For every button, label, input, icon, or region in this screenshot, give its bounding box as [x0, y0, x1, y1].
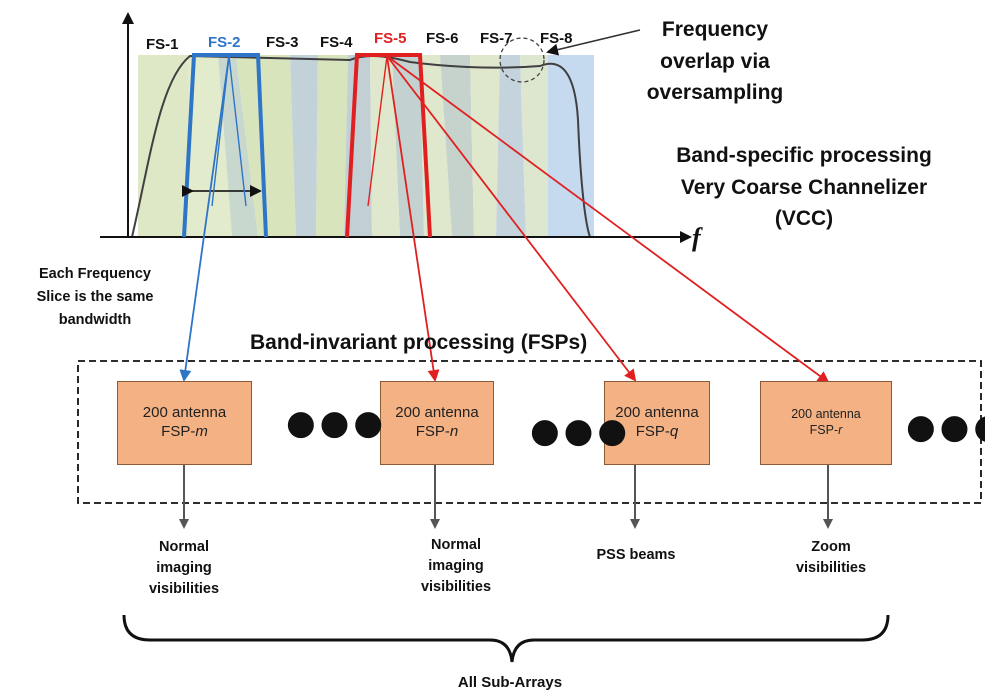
fsp-box-r-prefix: FSP- [809, 423, 839, 437]
band-specific-title: Band-specific processing Very Coarse Cha… [636, 140, 972, 235]
slice-label-fs3: FS-3 [266, 34, 299, 51]
fsp-group-boundary [77, 360, 982, 504]
slice-label-fs4: FS-4 [320, 34, 353, 51]
fs2-inner-line [211, 55, 230, 207]
fsp-box-r-id: r [838, 423, 843, 437]
fsp-box-m[interactable]: 200 antenna FSP-m [117, 381, 252, 465]
fsp-m-output: Normal imaging visibilities [124, 537, 244, 600]
all-subarrays-label: All Sub-Arrays [457, 674, 563, 691]
fsp-r-output: Zoom visibilities [776, 537, 886, 579]
fsp-q-output: PSS beams [586, 545, 686, 566]
fsp-box-r-line1: 200 antenna [791, 407, 861, 422]
fsp-m-output-line2: imaging [156, 560, 212, 577]
same-bandwidth-note: Each Frequency Slice is the same bandwid… [4, 263, 186, 333]
frequency-axis-label: f [692, 223, 703, 252]
slice-label-fs5: FS-5 [374, 30, 407, 47]
fsp-box-r-line2: FSP-r [810, 423, 843, 439]
band-specific-line1: Band-specific processing [676, 144, 932, 167]
overlap-note: Frequency overlap via oversampling [640, 14, 790, 109]
overlap-note-line3: oversampling [646, 81, 784, 104]
fsp-m-output-line1: Normal [159, 539, 209, 555]
fs5-inner-line [367, 55, 388, 207]
fsp-box-q-prefix: FSP- [635, 423, 670, 440]
fs2-to-fsp-m-arrow [179, 55, 230, 382]
fs2-highlight [182, 53, 268, 238]
overlap-pointer-arrow [546, 29, 641, 56]
fsp-box-q-line2: FSP-q [636, 423, 679, 442]
ellipsis-1: ●●● [286, 403, 388, 443]
fsp-n-output-line2: imaging [428, 558, 484, 575]
slice-labels: FS-1 FS-2 FS-3 FS-4 FS-5 FS-6 FS-7 FS-8 [146, 30, 573, 53]
overlap-note-line2: overlap via [660, 49, 770, 73]
fs5-to-fsp-q-arrow [386, 55, 637, 382]
fsp-group-title: Band-invariant processing (FSPs) [250, 331, 588, 354]
overlap-circle [499, 37, 545, 83]
all-subarrays-brace [122, 614, 890, 663]
fsp-box-n[interactable]: 200 antenna FSP-n [380, 381, 494, 465]
fsp-n-output: Normal imaging visibilities [396, 535, 516, 598]
fsp-box-r[interactable]: 200 antenna FSP-r [760, 381, 892, 465]
ellipsis-2: ●●● [530, 411, 632, 451]
frequency-slice-shading [138, 55, 594, 237]
fsp-box-n-line1: 200 antenna [395, 404, 479, 422]
fs5-highlight [345, 53, 432, 238]
same-bandwidth-line1: Each Frequency [38, 266, 151, 282]
fsp-box-q-id: q [669, 423, 679, 440]
ellipsis-3: ●●● [906, 407, 985, 447]
fsp-box-n-id: n [449, 423, 459, 440]
fs2-inner-line-2 [228, 55, 247, 207]
passband-curve [131, 54, 591, 238]
fsp-box-n-prefix: FSP- [415, 423, 450, 440]
fs5-to-fsp-n-arrow [386, 55, 440, 382]
slice-label-fs7: FS-7 [480, 30, 513, 47]
fsp-r-output-line2: visibilities [795, 560, 867, 577]
fsp-r-output-line1: Zoom [811, 539, 851, 555]
slice-label-fs1: FS-1 [146, 36, 179, 53]
slice-label-fs6: FS-6 [426, 30, 459, 47]
band-specific-line2: Very Coarse Channelizer [680, 175, 928, 199]
fsp-n-output-line1: Normal [431, 537, 481, 553]
fsp-box-m-line2: FSP-m [161, 423, 208, 442]
slice-label-fs2: FS-2 [208, 34, 241, 51]
fsp-q-output-line1: PSS beams [596, 547, 676, 563]
same-bandwidth-line3: bandwidth [58, 312, 132, 329]
fsp-box-n-line2: FSP-n [416, 423, 459, 442]
band-specific-line3: (VCC) [774, 207, 834, 230]
fsp-m-output-line3: visibilities [148, 581, 220, 598]
fsp-box-q[interactable]: 200 antenna FSP-q [604, 381, 710, 465]
fsp-box-m-id: m [195, 423, 208, 440]
fs5-to-fsp-r-arrow [386, 55, 830, 384]
overlap-note-line1: Frequency [661, 18, 769, 41]
fsp-box-m-prefix: FSP- [161, 423, 196, 440]
slice-label-fs8: FS-8 [540, 30, 573, 47]
fsp-box-q-line1: 200 antenna [615, 404, 699, 422]
fsp-n-output-line3: visibilities [420, 579, 492, 596]
fsp-box-m-line1: 200 antenna [142, 404, 227, 422]
same-bandwidth-line2: Slice is the same [36, 289, 154, 306]
